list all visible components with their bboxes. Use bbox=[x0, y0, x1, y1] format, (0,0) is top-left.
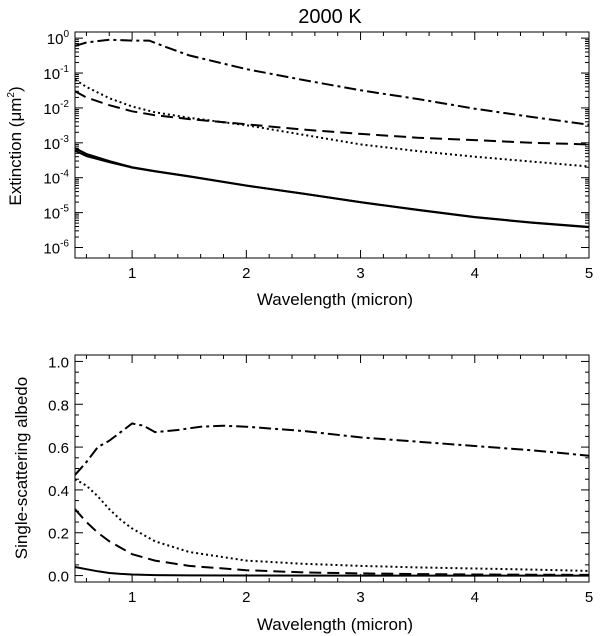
albedo-y-tick-label-1: 0.2 bbox=[48, 526, 69, 543]
albedo-y-axis-label: Single-scattering albedo bbox=[12, 377, 31, 559]
extinction-x-tick-label-2: 3 bbox=[356, 265, 364, 282]
albedo-series bbox=[74, 422, 590, 577]
extinction-x-tick-label-0: 1 bbox=[128, 265, 136, 282]
albedo-x-tick-label-4: 5 bbox=[585, 589, 593, 606]
albedo-y-tick-label-4: 0.8 bbox=[48, 397, 69, 414]
albedo-x-axis-label: Wavelength (micron) bbox=[257, 615, 413, 634]
albedo-plot-frame bbox=[74, 354, 590, 583]
extinction-y-label-main: Extinction (μm bbox=[6, 98, 25, 206]
albedo-x-tick-label-3: 4 bbox=[471, 589, 479, 606]
albedo-series-dotted-line bbox=[74, 478, 590, 572]
extinction-x-tick-label-4: 5 bbox=[585, 265, 593, 282]
extinction-panel: 2000 K 1 2 3 4 5 10-6 10-5 10-4 10-3 10-2 10-1 100… bbox=[6, 6, 593, 309]
albedo-y-tick-label-5: 1.0 bbox=[48, 354, 69, 371]
extinction-y-axis-label: Extinction (μm2) bbox=[6, 86, 25, 205]
albedo-panel: 1 2 3 4 5 0.0 0.2 0.4 0.6 0.8 1.0 Wavelength (mic… bbox=[12, 354, 593, 634]
albedo-x-tick-label-0: 1 bbox=[128, 589, 136, 606]
albedo-x-tick-label-1: 2 bbox=[242, 589, 250, 606]
extinction-y-label-sup: 2 bbox=[6, 92, 17, 98]
extinction-y-tick-label-0: 10-6 bbox=[43, 238, 69, 257]
extinction-y-tick-label-2: 10-4 bbox=[43, 169, 69, 188]
albedo-y-tick-label-0: 0.0 bbox=[48, 569, 69, 586]
extinction-x-tick-label-3: 4 bbox=[471, 265, 479, 282]
extinction-series-solid-a-line bbox=[74, 147, 590, 228]
extinction-y-tick-label-6: 100 bbox=[47, 29, 70, 48]
albedo-x-tick-label-2: 3 bbox=[356, 589, 364, 606]
extinction-y-tick-label-4: 10-2 bbox=[43, 99, 69, 118]
extinction-series-dash-dot-line bbox=[74, 38, 590, 126]
extinction-y-label-close: ) bbox=[6, 86, 25, 92]
albedo-x-ticks: 1 2 3 4 5 bbox=[85, 355, 593, 606]
extinction-series bbox=[74, 38, 590, 229]
extinction-y-tick-label-3: 10-3 bbox=[43, 134, 69, 153]
albedo-y-tick-label-3: 0.6 bbox=[48, 440, 69, 457]
albedo-y-tick-label-2: 0.4 bbox=[48, 483, 69, 500]
extinction-plot-frame bbox=[74, 31, 590, 259]
extinction-x-axis-label: Wavelength (micron) bbox=[257, 290, 413, 309]
extinction-series-dashed-line bbox=[74, 90, 590, 146]
albedo-series-dash-dot-line bbox=[74, 422, 590, 476]
albedo-series-dashed-line bbox=[74, 508, 590, 576]
extinction-x-tick-label-1: 2 bbox=[242, 265, 250, 282]
extinction-x-ticks: 1 2 3 4 5 bbox=[85, 32, 593, 282]
extinction-y-tick-label-1: 10-5 bbox=[43, 204, 69, 223]
albedo-series-solid-line bbox=[74, 566, 589, 577]
extinction-y-ticks: 10-6 10-5 10-4 10-3 10-2 10-1 100 bbox=[43, 29, 589, 257]
albedo-y-ticks: 0.0 0.2 0.4 0.6 0.8 1.0 bbox=[48, 354, 589, 586]
extinction-series-dotted-line bbox=[74, 78, 590, 168]
extinction-y-tick-label-5: 10-1 bbox=[43, 64, 69, 83]
extinction-series-solid-b-line bbox=[74, 149, 590, 229]
chart-title: 2000 K bbox=[298, 6, 362, 28]
